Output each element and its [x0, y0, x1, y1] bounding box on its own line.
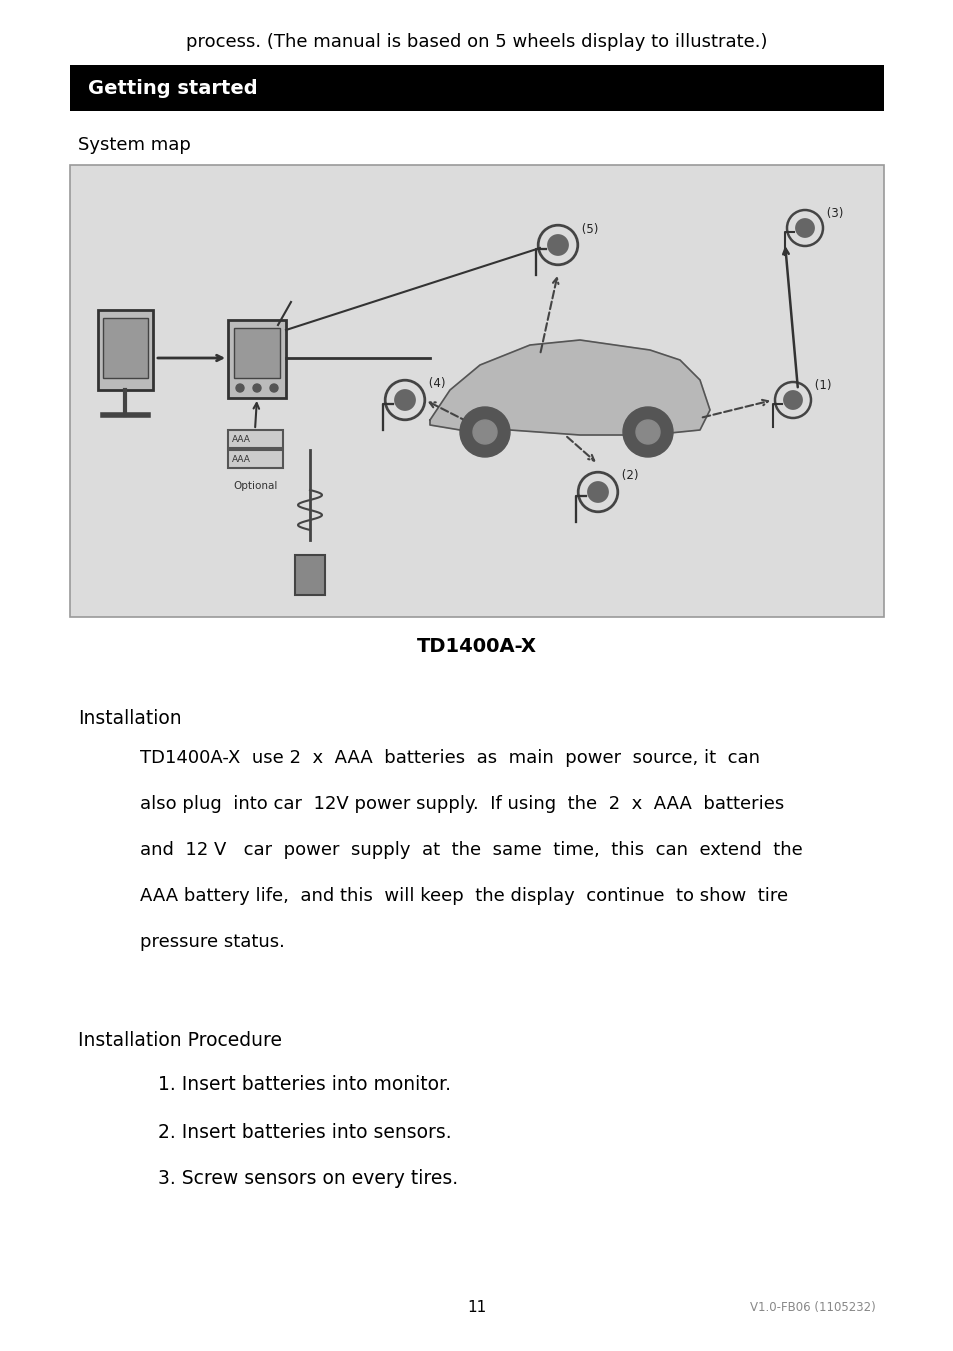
Bar: [70, 165, 883, 617]
Text: Installation Procedure: Installation Procedure: [78, 1031, 282, 1050]
Bar: [233, 328, 280, 378]
Bar: [294, 555, 325, 594]
Circle shape: [636, 420, 659, 444]
Circle shape: [546, 234, 568, 255]
Text: (3): (3): [822, 208, 842, 220]
Text: 11: 11: [467, 1300, 486, 1315]
Text: (4): (4): [424, 377, 445, 390]
Text: process. (The manual is based on 5 wheels display to illustrate.): process. (The manual is based on 5 wheel…: [186, 32, 767, 51]
Circle shape: [394, 389, 416, 411]
Text: Getting started: Getting started: [88, 78, 257, 97]
Text: TD1400A-X  use 2  x  AAA  batteries  as  main  power  source, it  can: TD1400A-X use 2 x AAA batteries as main …: [140, 748, 760, 767]
Text: (5): (5): [578, 223, 598, 235]
Text: Installation: Installation: [78, 708, 181, 727]
Text: (1): (1): [810, 380, 831, 393]
Bar: [98, 309, 152, 390]
Bar: [228, 320, 286, 399]
Text: System map: System map: [78, 136, 191, 154]
Circle shape: [586, 481, 608, 503]
Circle shape: [459, 407, 510, 457]
Bar: [228, 430, 283, 449]
Text: 1. Insert batteries into monitor.: 1. Insert batteries into monitor.: [158, 1075, 451, 1094]
Circle shape: [235, 384, 244, 392]
Circle shape: [473, 420, 497, 444]
Circle shape: [253, 384, 261, 392]
Text: pressure status.: pressure status.: [140, 934, 285, 951]
Polygon shape: [430, 340, 709, 435]
Circle shape: [782, 390, 802, 409]
Text: AAA: AAA: [232, 435, 251, 443]
Bar: [228, 450, 283, 467]
Text: 3. Screw sensors on every tires.: 3. Screw sensors on every tires.: [158, 1170, 457, 1189]
Text: AAA battery life,  and this  will keep  the display  continue  to show  tire: AAA battery life, and this will keep the…: [140, 888, 787, 905]
Circle shape: [794, 218, 814, 238]
Text: (2): (2): [618, 470, 638, 482]
Bar: [103, 317, 148, 378]
Text: AAA: AAA: [232, 454, 251, 463]
Text: TD1400A-X: TD1400A-X: [416, 636, 537, 655]
Circle shape: [270, 384, 277, 392]
Text: and  12 V   car  power  supply  at  the  same  time,  this  can  extend  the: and 12 V car power supply at the same ti…: [140, 842, 801, 859]
Text: 2. Insert batteries into sensors.: 2. Insert batteries into sensors.: [158, 1123, 451, 1142]
Circle shape: [622, 407, 672, 457]
Text: V1.0-FB06 (1105232): V1.0-FB06 (1105232): [749, 1301, 875, 1313]
Text: Optional: Optional: [233, 481, 277, 490]
Text: also plug  into car  12V power supply.  If using  the  2  x  AAA  batteries: also plug into car 12V power supply. If …: [140, 794, 783, 813]
Bar: [70, 65, 883, 111]
